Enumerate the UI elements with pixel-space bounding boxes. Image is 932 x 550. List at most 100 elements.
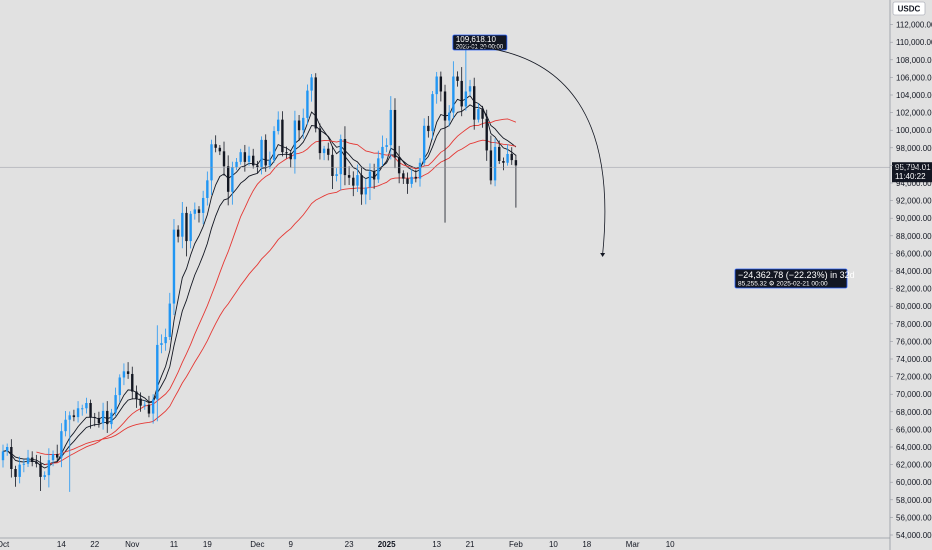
candle xyxy=(302,108,305,139)
candle xyxy=(135,385,138,408)
candle xyxy=(406,172,409,194)
candle xyxy=(139,392,142,412)
candle xyxy=(443,84,447,223)
x-tick-label: 10 xyxy=(666,540,675,549)
y-tick-label: 104,000.00 xyxy=(896,91,932,100)
candle xyxy=(214,135,217,153)
x-tick-label: 10 xyxy=(549,540,558,549)
candle xyxy=(235,157,238,171)
candle xyxy=(460,67,463,117)
measure-arc[interactable] xyxy=(465,45,606,254)
candle xyxy=(447,105,451,127)
candle xyxy=(322,145,326,161)
x-tick-label: 9 xyxy=(289,540,294,549)
candle xyxy=(456,71,459,87)
measure-target-label: 85,255.32 ⚙ 2025-02-21 00:00 xyxy=(738,280,828,288)
candle xyxy=(427,115,430,138)
y-tick-label: 58,000.00 xyxy=(896,496,932,505)
candle xyxy=(514,154,518,208)
candle xyxy=(206,171,209,206)
y-tick-label: 56,000.00 xyxy=(896,513,932,522)
y-tick-label: 90,000.00 xyxy=(896,214,932,223)
candle xyxy=(268,151,272,170)
candle xyxy=(26,449,30,467)
high-date-label: 2025-01-20 00:00 xyxy=(456,45,504,51)
x-tick-label: Nov xyxy=(125,540,139,549)
measure-arrow xyxy=(600,252,606,257)
candle xyxy=(435,71,438,104)
candle xyxy=(89,399,92,429)
y-tick-label: 62,000.00 xyxy=(896,461,932,470)
candle xyxy=(285,146,288,159)
candle xyxy=(347,166,351,185)
candle xyxy=(85,397,88,414)
candle xyxy=(18,456,21,484)
candle xyxy=(385,138,388,153)
candle xyxy=(318,123,322,160)
y-tick-label: 106,000.00 xyxy=(896,73,932,82)
candlesticks xyxy=(1,45,518,492)
candle xyxy=(485,109,488,161)
high-price-label: 109,618.10 xyxy=(456,35,497,44)
candle xyxy=(160,334,163,354)
candle xyxy=(289,150,292,168)
candle xyxy=(243,144,247,172)
candle xyxy=(97,411,101,428)
candle xyxy=(310,74,313,102)
y-tick-label: 80,000.00 xyxy=(896,302,932,311)
candle xyxy=(402,170,405,185)
candle xyxy=(72,409,76,422)
candle xyxy=(164,328,167,351)
candle xyxy=(352,171,355,197)
candle xyxy=(218,144,222,156)
candle xyxy=(231,161,234,205)
candle xyxy=(176,225,180,243)
candle xyxy=(60,423,63,468)
candle xyxy=(481,105,484,128)
y-tick-label: 84,000.00 xyxy=(896,267,932,276)
x-tick-label: Feb xyxy=(509,540,523,549)
candle xyxy=(81,404,84,416)
price-axis[interactable]: 112,000.00 110,000.00 108,000.00 106,000.00… xyxy=(890,21,932,540)
candle xyxy=(439,71,443,102)
candle xyxy=(498,140,501,164)
high-marker xyxy=(463,41,468,45)
candle xyxy=(335,168,338,182)
y-tick-label: 68,000.00 xyxy=(896,408,932,417)
time-axis[interactable]: Oct 14 22 Nov 11 19 Dec 9 23 2025 13 21 Feb 10 18 Mar 10 xyxy=(0,540,675,549)
candle xyxy=(156,325,159,422)
candle xyxy=(247,146,251,166)
candle xyxy=(506,144,509,166)
candle xyxy=(493,138,497,187)
candle xyxy=(452,61,455,118)
candle xyxy=(5,443,9,456)
y-tick-label: 72,000.00 xyxy=(896,373,932,382)
candle xyxy=(314,73,317,133)
x-tick-label: 13 xyxy=(432,540,441,549)
candle xyxy=(360,166,363,205)
candle xyxy=(226,155,230,206)
currency-text: USDC xyxy=(898,5,921,14)
candle xyxy=(151,394,155,424)
candle xyxy=(410,168,413,188)
candle xyxy=(131,366,134,400)
x-tick-label: 14 xyxy=(57,540,66,549)
y-tick-label: 96,000.00 xyxy=(896,161,932,170)
x-tick-label: 19 xyxy=(203,540,212,549)
high-annotation-box[interactable] xyxy=(452,34,508,51)
x-tick-label: 22 xyxy=(90,540,99,549)
candle xyxy=(477,103,480,123)
candle xyxy=(106,401,109,433)
x-tick-label: Dec xyxy=(250,540,264,549)
candle xyxy=(126,362,130,379)
measure-annotation-box[interactable] xyxy=(734,268,848,289)
y-tick-label: 76,000.00 xyxy=(896,337,932,346)
x-tick-label: Oct xyxy=(0,540,10,549)
candle xyxy=(272,126,276,163)
candle xyxy=(101,402,105,430)
candle xyxy=(281,111,284,157)
candle xyxy=(293,110,297,174)
ma-medium-line xyxy=(2,104,517,466)
y-tick-label: 110,000.00 xyxy=(896,38,932,47)
